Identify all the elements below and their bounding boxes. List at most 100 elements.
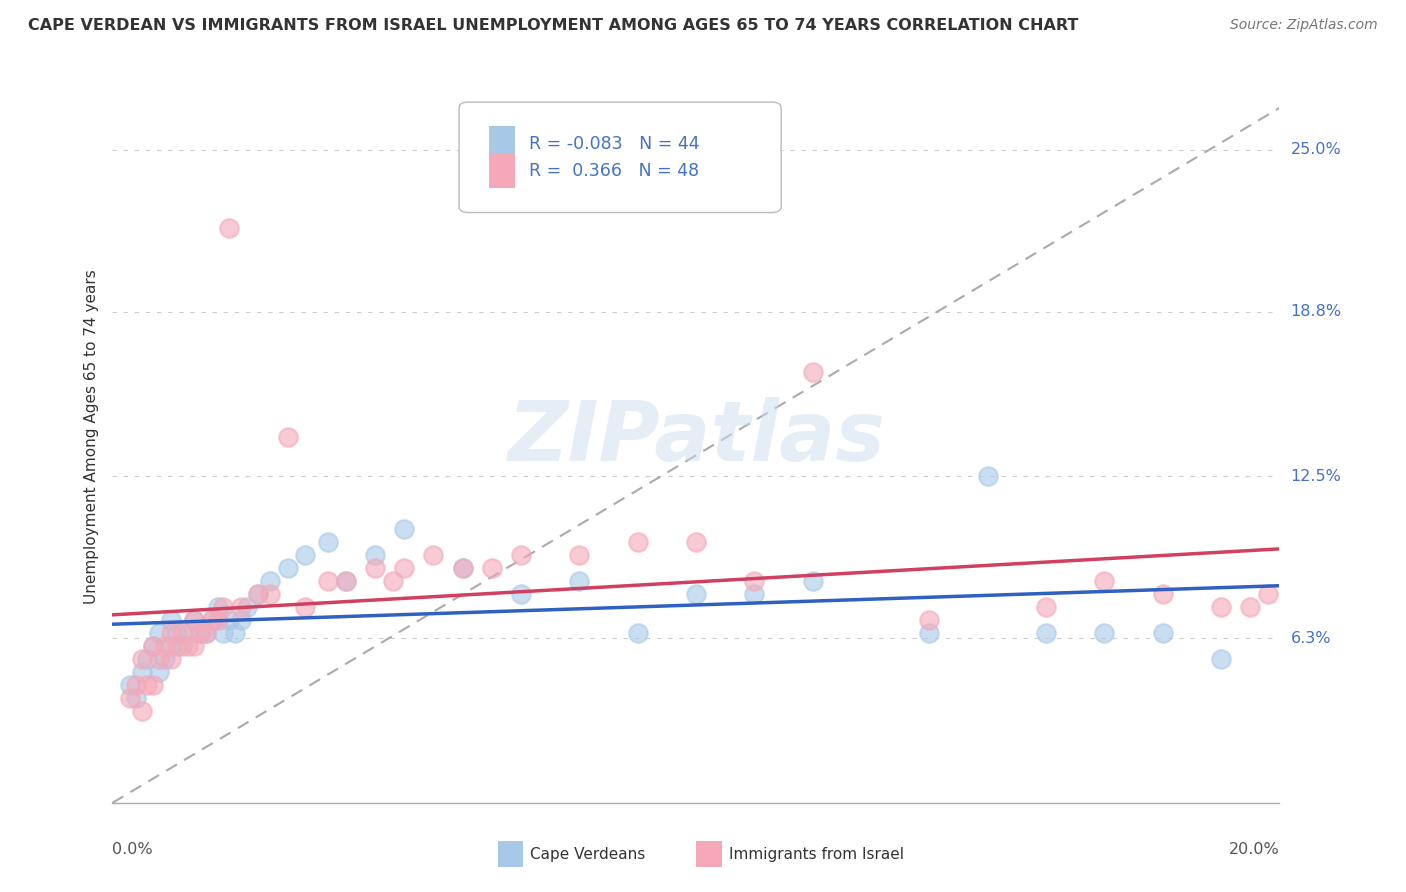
Point bbox=[422, 548, 444, 562]
Point bbox=[1239, 599, 1261, 614]
Text: R = -0.083   N = 44: R = -0.083 N = 44 bbox=[529, 135, 700, 153]
Point bbox=[207, 613, 229, 627]
Point bbox=[142, 639, 165, 653]
Text: 20.0%: 20.0% bbox=[1229, 842, 1279, 856]
Point bbox=[153, 639, 176, 653]
Point bbox=[212, 599, 235, 614]
Text: 6.3%: 6.3% bbox=[1291, 631, 1331, 646]
Point bbox=[568, 574, 591, 588]
Point bbox=[183, 639, 205, 653]
Bar bbox=[489, 153, 515, 188]
Point bbox=[131, 705, 153, 719]
Point bbox=[188, 626, 211, 640]
Point bbox=[207, 599, 229, 614]
Text: Source: ZipAtlas.com: Source: ZipAtlas.com bbox=[1230, 18, 1378, 32]
Point bbox=[394, 521, 416, 535]
Point bbox=[247, 587, 270, 601]
Bar bbox=[489, 127, 515, 161]
Point bbox=[259, 587, 281, 601]
Point bbox=[177, 626, 200, 640]
Point bbox=[166, 626, 188, 640]
Text: 18.8%: 18.8% bbox=[1291, 304, 1341, 319]
Point bbox=[627, 626, 650, 640]
Point bbox=[201, 613, 224, 627]
Point bbox=[142, 639, 165, 653]
Text: 12.5%: 12.5% bbox=[1291, 469, 1341, 483]
Point bbox=[294, 599, 316, 614]
Bar bbox=[498, 841, 523, 867]
Text: 25.0%: 25.0% bbox=[1291, 142, 1341, 157]
Point bbox=[1152, 626, 1174, 640]
Point bbox=[318, 574, 340, 588]
Point bbox=[918, 613, 941, 627]
Point bbox=[148, 665, 170, 680]
Point bbox=[1209, 652, 1232, 666]
Point bbox=[166, 639, 188, 653]
Point bbox=[172, 626, 194, 640]
Point bbox=[509, 587, 531, 601]
Point bbox=[131, 665, 153, 680]
Point bbox=[153, 652, 176, 666]
Point bbox=[188, 626, 211, 640]
Point bbox=[627, 534, 650, 549]
Point bbox=[218, 221, 240, 235]
Point bbox=[1257, 587, 1279, 601]
Point bbox=[142, 678, 165, 692]
Point bbox=[247, 587, 270, 601]
Point bbox=[451, 560, 474, 574]
Point bbox=[1035, 626, 1057, 640]
Point bbox=[201, 613, 224, 627]
Point bbox=[1152, 587, 1174, 601]
Point bbox=[364, 560, 387, 574]
Point bbox=[568, 548, 591, 562]
Point bbox=[335, 574, 357, 588]
Point bbox=[183, 613, 205, 627]
Text: CAPE VERDEAN VS IMMIGRANTS FROM ISRAEL UNEMPLOYMENT AMONG AGES 65 TO 74 YEARS CO: CAPE VERDEAN VS IMMIGRANTS FROM ISRAEL U… bbox=[28, 18, 1078, 33]
Point bbox=[136, 678, 159, 692]
Point bbox=[125, 678, 148, 692]
Point bbox=[218, 613, 240, 627]
Point bbox=[685, 534, 707, 549]
Point bbox=[1209, 599, 1232, 614]
Text: ZIPatlas: ZIPatlas bbox=[508, 397, 884, 477]
Point bbox=[451, 560, 474, 574]
Point bbox=[364, 548, 387, 562]
Point bbox=[194, 626, 217, 640]
Point bbox=[801, 365, 824, 379]
Text: 0.0%: 0.0% bbox=[112, 842, 153, 856]
Text: R =  0.366   N = 48: R = 0.366 N = 48 bbox=[529, 161, 699, 180]
FancyBboxPatch shape bbox=[460, 102, 782, 212]
Point bbox=[276, 560, 298, 574]
Point bbox=[276, 430, 298, 444]
Point bbox=[229, 613, 252, 627]
Point bbox=[381, 574, 404, 588]
Point bbox=[125, 691, 148, 706]
Point bbox=[1094, 626, 1116, 640]
Point bbox=[224, 626, 246, 640]
Text: Immigrants from Israel: Immigrants from Israel bbox=[728, 847, 904, 862]
Point bbox=[685, 587, 707, 601]
Point bbox=[259, 574, 281, 588]
Point bbox=[801, 574, 824, 588]
Point bbox=[976, 469, 998, 483]
Point bbox=[394, 560, 416, 574]
Point bbox=[1094, 574, 1116, 588]
Point bbox=[172, 639, 194, 653]
Point bbox=[160, 639, 183, 653]
Point bbox=[335, 574, 357, 588]
Point bbox=[1035, 599, 1057, 614]
Point bbox=[177, 639, 200, 653]
Point bbox=[235, 599, 257, 614]
Point bbox=[194, 626, 217, 640]
Point bbox=[136, 652, 159, 666]
Y-axis label: Unemployment Among Ages 65 to 74 years: Unemployment Among Ages 65 to 74 years bbox=[83, 269, 98, 605]
Point bbox=[131, 652, 153, 666]
Point bbox=[212, 626, 235, 640]
Point bbox=[118, 678, 141, 692]
Point bbox=[148, 626, 170, 640]
Point bbox=[148, 652, 170, 666]
Point bbox=[742, 574, 765, 588]
Point bbox=[294, 548, 316, 562]
Bar bbox=[696, 841, 721, 867]
Point bbox=[918, 626, 941, 640]
